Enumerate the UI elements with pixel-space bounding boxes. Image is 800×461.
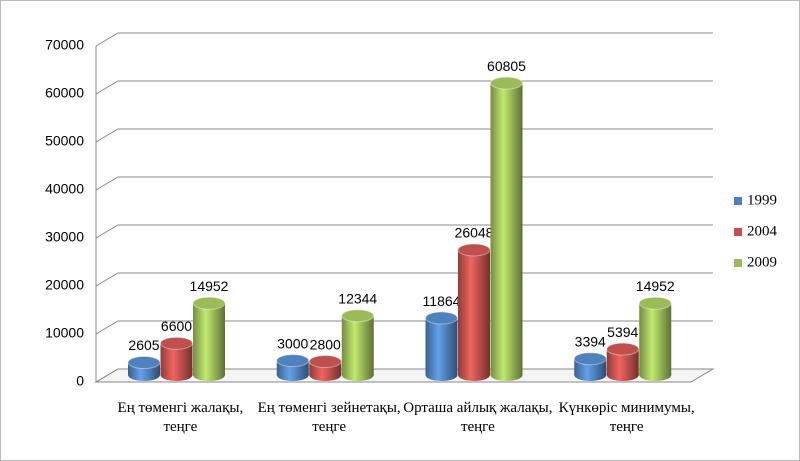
- grid-line: [95, 128, 713, 143]
- data-label: 2800: [310, 336, 341, 352]
- grid-line: [95, 224, 713, 239]
- bar: [490, 83, 523, 376]
- bar-top: [638, 296, 672, 310]
- bar-top: [192, 296, 226, 310]
- y-tick-label: 0: [76, 373, 84, 389]
- y-tick-label: 10000: [45, 325, 84, 341]
- y-tick-label: 20000: [45, 277, 84, 293]
- bar-top: [276, 354, 310, 368]
- data-label: 26048: [455, 225, 494, 241]
- bar-top: [127, 355, 161, 369]
- data-label: 3394: [575, 333, 606, 349]
- bar-top: [308, 355, 342, 369]
- bar-top: [341, 309, 375, 323]
- data-label: 14952: [636, 278, 675, 294]
- legend-swatch: [734, 259, 742, 267]
- x-tick-label: Ең төменгі зейнетақы, теңге: [257, 400, 401, 435]
- data-label: 14952: [190, 278, 229, 294]
- data-label: 6600: [161, 318, 192, 334]
- bar-top: [160, 336, 193, 350]
- y-tick-label: 40000: [45, 181, 84, 197]
- grid-line: [95, 32, 713, 47]
- data-label: 60805: [487, 58, 526, 74]
- y-tick-label: 30000: [45, 229, 84, 245]
- y-tick-label: 70000: [45, 37, 84, 53]
- x-tick-label: Орташа айлық жалақы, теңге: [403, 400, 553, 435]
- grid-line: [95, 80, 713, 95]
- data-label: 5394: [607, 324, 638, 340]
- bar-top: [573, 352, 607, 366]
- bar: [458, 249, 490, 375]
- x-tick-label: Ең төменгі жалақы, теңге: [117, 400, 244, 435]
- y-tick-label: 60000: [45, 85, 84, 101]
- bar-top: [425, 311, 458, 325]
- y-tick-label: 50000: [45, 133, 84, 149]
- legend-swatch: [734, 197, 742, 205]
- bar: [639, 303, 672, 375]
- bar-top: [606, 342, 640, 356]
- legend-swatch: [734, 228, 742, 236]
- data-label: 3000: [277, 335, 308, 351]
- data-label: 11864: [423, 293, 461, 309]
- legend-label: 2009: [747, 254, 777, 270]
- data-label: 12344: [338, 290, 377, 306]
- bar-top: [457, 243, 491, 257]
- data-label: 2605: [128, 337, 159, 353]
- bar: [425, 318, 458, 375]
- grid-line: [95, 176, 713, 191]
- legend-label: 1999: [747, 192, 777, 208]
- x-tick-label: Күнкөріс минимумы, теңге: [558, 400, 695, 435]
- legend-label: 2004: [747, 223, 778, 239]
- bar: [193, 303, 225, 375]
- bar: [341, 315, 374, 375]
- bar-top: [490, 76, 523, 90]
